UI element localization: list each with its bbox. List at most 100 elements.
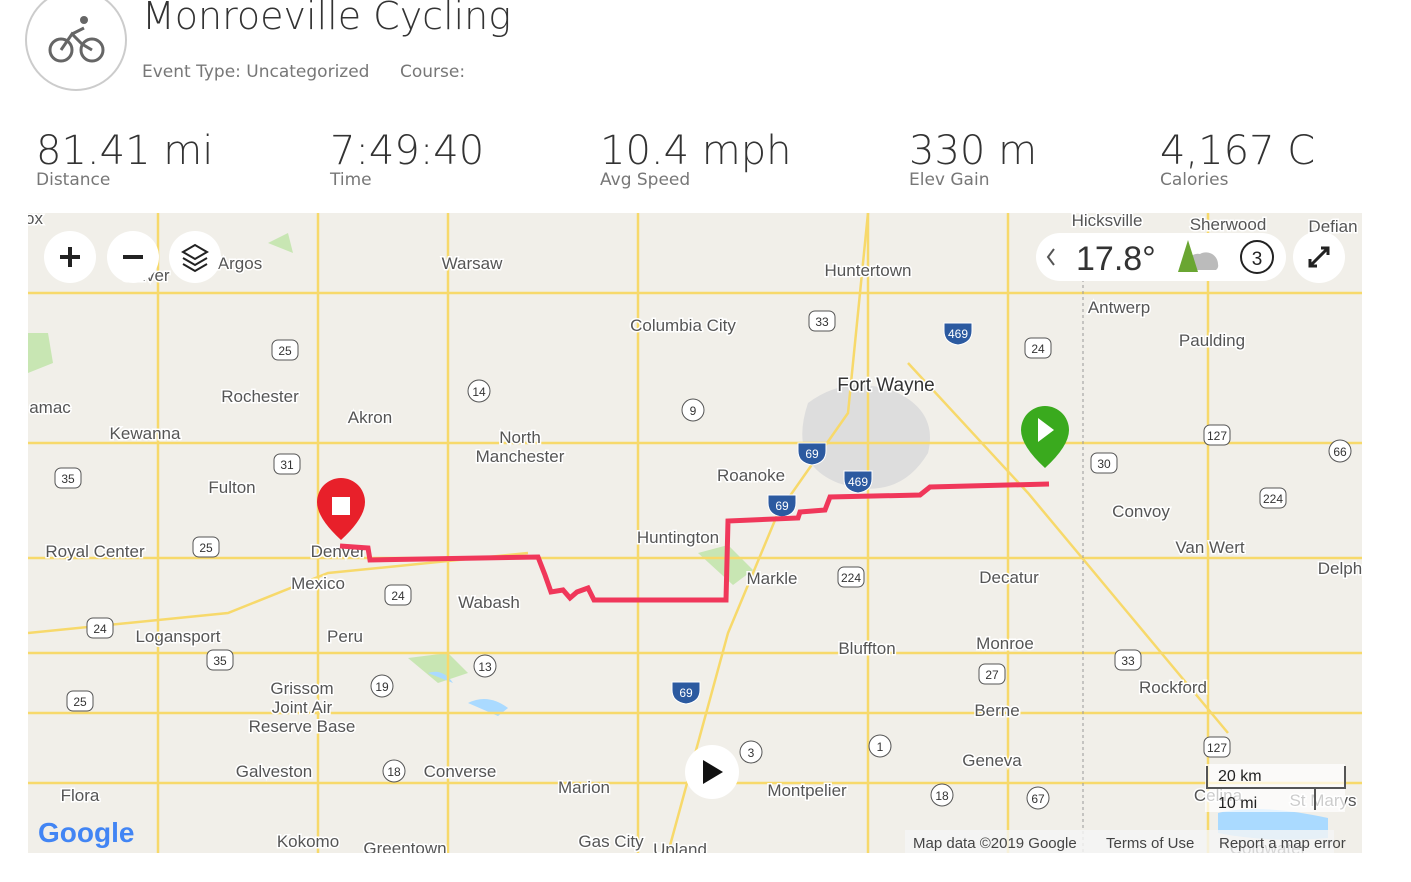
stat-label: Avg Speed (600, 170, 691, 190)
city-area (802, 385, 930, 489)
place-label: Argos (218, 254, 262, 273)
shield-label: 35 (61, 472, 75, 486)
scale-metric: 20 km (1218, 768, 1262, 785)
route-shield (808, 310, 836, 332)
shield-label: 69 (775, 499, 789, 513)
stat: 330 m Elev Gain (909, 128, 1037, 190)
place-label: Markle (746, 569, 797, 588)
route-shield (1203, 424, 1231, 446)
place-label: Huntington (637, 528, 719, 547)
stat-value: 81.41 mi (36, 128, 214, 174)
shield-label: 24 (1031, 342, 1045, 356)
map-background (28, 213, 1362, 853)
shield-label: 224 (841, 571, 861, 585)
place-label: Delph (1318, 559, 1362, 578)
place-label: Hicksville (1072, 213, 1143, 230)
place-label: Van Wert (1175, 538, 1245, 557)
stat-value: 7:49:40 (330, 128, 485, 174)
stat: 10.4 mph Avg Speed (600, 128, 791, 190)
place-label: Galveston (236, 762, 313, 781)
route-shield (1259, 487, 1287, 509)
shield-label: 35 (213, 654, 227, 668)
place-label: Gas City (578, 832, 644, 851)
shield-label: 469 (948, 327, 968, 341)
terms-link[interactable]: Terms of Use (1106, 835, 1194, 852)
stat: 7:49:40 Time (330, 128, 484, 190)
event-type[interactable]: Event Type: Uncategorized (142, 62, 370, 82)
place-label: Fort Wayne (837, 375, 935, 396)
route-shield (1024, 337, 1052, 359)
layers-button[interactable] (169, 231, 221, 283)
place-label: Converse (424, 762, 497, 781)
shield-label: 31 (280, 458, 294, 472)
layers-icon (181, 243, 209, 273)
route-shield (467, 379, 491, 403)
shield-label: 127 (1207, 741, 1227, 755)
stat-label: Elev Gain (909, 170, 990, 190)
place-label: Bluffton (838, 639, 895, 658)
google-logo: Google (38, 817, 134, 848)
weather-panel[interactable] (1036, 233, 1286, 281)
place-label: Montpelier (767, 781, 847, 800)
route-shield (868, 734, 892, 758)
stat: 4,167 C Calories (1160, 128, 1315, 190)
stat-label: Calories (1160, 170, 1229, 190)
place-label: amac (29, 398, 71, 417)
wind-icon (1240, 240, 1274, 274)
play-icon (703, 760, 723, 784)
route-shield (66, 690, 94, 712)
shield-label: 25 (199, 541, 213, 555)
shield-label: 224 (1263, 492, 1283, 506)
place-label: Upland (653, 840, 707, 853)
place-label: Akron (348, 408, 392, 427)
shield-label: 13 (478, 660, 492, 674)
route-shield (1026, 786, 1050, 810)
place-label: Greentown (363, 839, 446, 853)
shield-label: 1 (877, 740, 884, 754)
interstate-shield (943, 322, 973, 346)
tree-icon (1178, 240, 1198, 272)
shield-label: 69 (679, 686, 693, 700)
stat-value: 4,167 C (1160, 128, 1316, 174)
shield-label: 25 (73, 695, 87, 709)
route-shield (739, 740, 763, 764)
place-label: Kewanna (110, 424, 181, 443)
route-shield (206, 649, 234, 671)
place-label: Wabash (458, 593, 520, 612)
shield-label: 18 (387, 765, 401, 779)
place-label: Decatur (979, 568, 1039, 587)
place-label: Monroe (976, 634, 1034, 653)
route-shield (54, 467, 82, 489)
route-shield (1203, 736, 1231, 758)
wind-speed: 3 (1252, 249, 1263, 270)
shield-label: 9 (690, 404, 697, 418)
report-link[interactable]: Report a map error (1219, 835, 1346, 852)
interstate-shield (671, 681, 701, 705)
route-shield (1090, 452, 1118, 474)
place-label: Logansport (135, 627, 220, 646)
shield-label: 27 (985, 668, 999, 682)
shield-label: 24 (93, 622, 107, 636)
zoom-in-icon (60, 247, 80, 267)
place-label: Convoy (1112, 502, 1170, 521)
place-label: Manchester (476, 447, 565, 466)
shield-label: 469 (848, 475, 868, 489)
route-shield (382, 759, 406, 783)
route-shield (978, 663, 1006, 685)
place-label: Sherwood (1190, 215, 1267, 234)
place-label: Berne (974, 701, 1019, 720)
place-label: Roanoke (717, 466, 785, 485)
stat-value: 330 m (909, 128, 1038, 174)
place-label: Royal Center (45, 542, 145, 561)
route-shield (86, 617, 114, 639)
route-shield (837, 566, 865, 588)
place-label: Marion (558, 778, 610, 797)
route-shield (370, 674, 394, 698)
map[interactable]: 2514933469243135694696912730662242524224… (28, 213, 1362, 853)
shield-label: 33 (815, 315, 829, 329)
course[interactable]: Course: (400, 62, 466, 82)
stat: 81.41 mi Distance (36, 128, 213, 190)
place-label: Kokomo (277, 832, 339, 851)
interstate-shield (797, 442, 827, 466)
